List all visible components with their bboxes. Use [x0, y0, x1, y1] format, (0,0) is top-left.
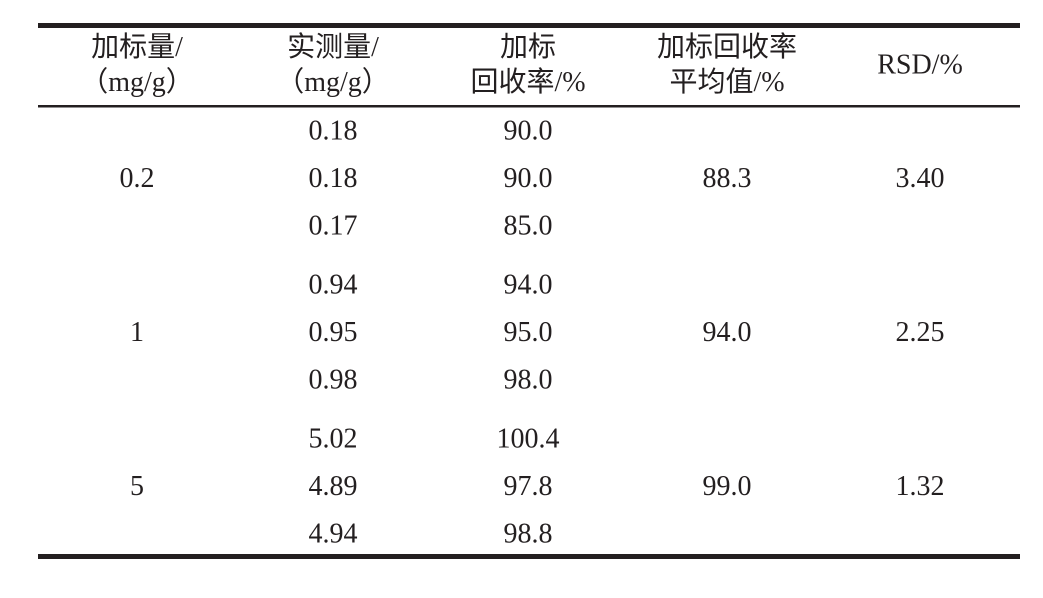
header-cell: 回收率/%	[470, 66, 585, 98]
added-cell: 5	[130, 471, 144, 502]
measured-cell: 0.17	[309, 210, 358, 241]
rsd-cell: 2.25	[896, 317, 945, 348]
header-cell: （mg/g）	[276, 66, 390, 98]
measured-cell: 4.89	[309, 471, 358, 502]
measured-cell: 0.98	[309, 364, 358, 395]
rsd-cell: 1.32	[896, 471, 945, 502]
recovery-cell: 90.0	[504, 163, 553, 194]
top-rule	[38, 23, 1020, 28]
mean-cell: 99.0	[703, 471, 752, 502]
header-cell: 实测量/	[287, 31, 379, 63]
header-cell: 加标量/	[91, 31, 183, 63]
header-cell: 加标回收率	[657, 31, 797, 63]
recovery-cell: 98.0	[504, 364, 553, 395]
added-cell: 1	[130, 317, 144, 348]
header-cell: （mg/g）	[80, 66, 194, 98]
bottom-rule	[38, 554, 1020, 559]
recovery-cell: 94.0	[504, 269, 553, 300]
header-rule	[38, 105, 1020, 108]
measured-cell: 0.94	[309, 269, 358, 300]
recovery-cell: 100.4	[497, 423, 560, 454]
header-cell: 加标	[500, 31, 556, 63]
mean-cell: 94.0	[703, 317, 752, 348]
measured-cell: 0.95	[309, 317, 358, 348]
measured-cell: 0.18	[309, 115, 358, 146]
rsd-cell: 3.40	[896, 163, 945, 194]
mean-cell: 88.3	[703, 163, 752, 194]
measured-cell: 5.02	[309, 423, 358, 454]
measured-cell: 4.94	[309, 518, 358, 549]
measured-cell: 0.18	[309, 163, 358, 194]
recovery-cell: 90.0	[504, 115, 553, 146]
recovery-cell: 85.0	[504, 210, 553, 241]
recovery-cell: 97.8	[504, 471, 553, 502]
header-cell: RSD/%	[877, 49, 963, 80]
recovery-cell: 95.0	[504, 317, 553, 348]
recovery-cell: 98.8	[504, 518, 553, 549]
header-cell: 平均值/%	[669, 66, 784, 98]
added-cell: 0.2	[120, 163, 155, 194]
